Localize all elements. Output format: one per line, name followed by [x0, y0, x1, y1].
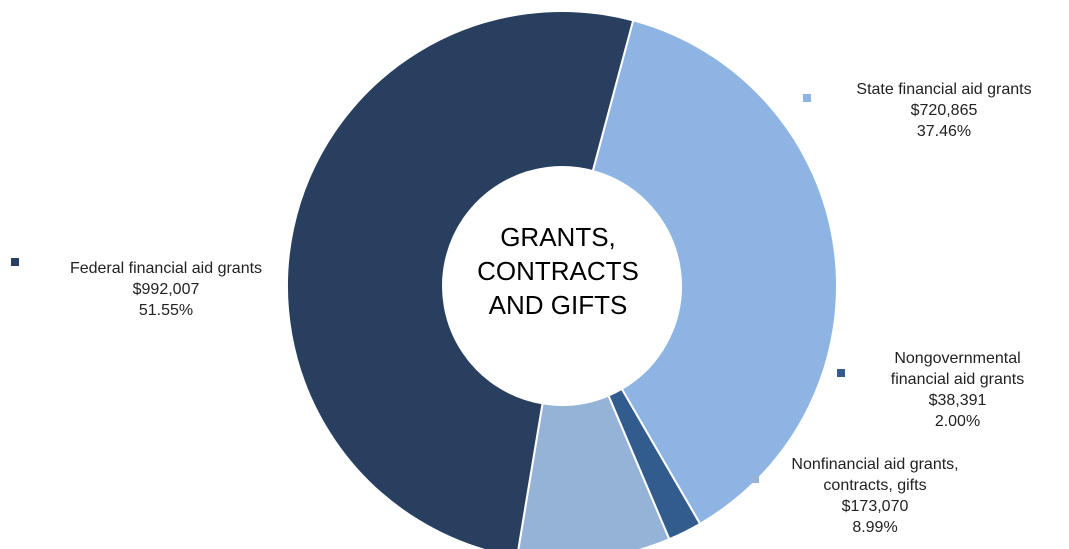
data-label-nongovernmental: Nongovernmental financial aid grants $38…: [855, 348, 1060, 432]
slice-percent-state: 37.46%: [916, 123, 972, 140]
slice-value-federal: $992,007: [132, 281, 200, 298]
slice-percent-nonfinancial: 8.99%: [852, 519, 898, 536]
slice-name-nongovernmental-2: financial aid grants: [890, 371, 1025, 388]
chart-title: GRANTS, CONTRACTS AND GIFTS: [458, 220, 658, 322]
donut-slices: [286, 10, 838, 549]
chart-title-line-3: AND GIFTS: [488, 290, 628, 320]
chart-title-line-1: GRANTS,: [500, 222, 616, 252]
slice-nonfinancial: [517, 394, 671, 549]
slice-value-nonfinancial: $173,070: [841, 498, 909, 515]
slice-percent-nongovernmental: 2.00%: [934, 413, 981, 430]
slice-state: [591, 19, 838, 526]
slice-name-nongovernmental-1: Nongovernmental: [894, 350, 1021, 367]
legend-swatch-nongovernmental: [837, 369, 845, 377]
slice-name-nonfinancial-2: contracts, gifts: [823, 477, 927, 494]
legend-swatch-state: [803, 94, 811, 102]
data-label-nonfinancial: Nonfinancial aid grants, contracts, gift…: [768, 454, 982, 538]
slice-value-state: $720,865: [910, 102, 978, 119]
data-label-federal: Federal financial aid grants $992,007 51…: [30, 258, 302, 321]
chart-title-line-2: CONTRACTS: [477, 256, 639, 286]
slice-value-nongovernmental: $38,391: [928, 392, 987, 409]
slice-name-nonfinancial-1: Nonfinancial aid grants,: [791, 456, 959, 473]
slice-federal: [286, 10, 635, 549]
legend-swatch-federal: [11, 258, 19, 266]
legend-swatch-nonfinancial: [751, 475, 759, 483]
slice-name-federal: Federal financial aid grants: [69, 260, 263, 277]
slice-percent-federal: 51.55%: [138, 302, 194, 319]
data-label-state: State financial aid grants $720,865 37.4…: [812, 79, 1069, 142]
slice-name-state: State financial aid grants: [856, 81, 1032, 98]
